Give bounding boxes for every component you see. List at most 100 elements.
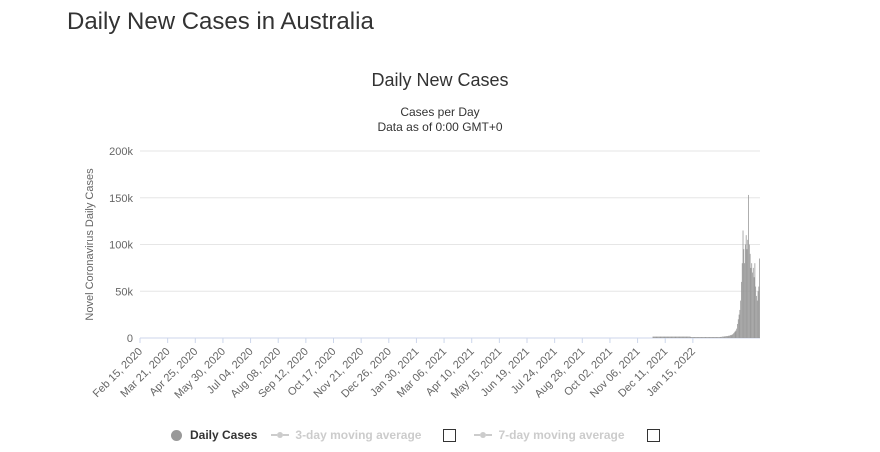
chart-title: Daily New Cases <box>371 70 509 90</box>
bar <box>681 336 682 338</box>
bar <box>706 337 708 338</box>
bar <box>665 336 667 338</box>
bar <box>700 337 702 338</box>
bar <box>662 336 664 338</box>
bar <box>666 336 667 338</box>
bar <box>696 337 698 338</box>
bar <box>722 336 723 338</box>
bar <box>683 336 685 338</box>
bar <box>672 336 674 338</box>
bar <box>726 336 727 338</box>
bar <box>716 337 718 338</box>
bar <box>696 337 697 338</box>
bar <box>707 337 709 338</box>
bar <box>735 330 737 338</box>
bar <box>726 336 728 338</box>
bar <box>756 300 758 338</box>
legend-label-3day-average: 3-day moving average <box>295 428 422 442</box>
bar <box>721 336 723 338</box>
bar <box>711 337 713 338</box>
bar <box>656 336 658 338</box>
legend-item-7day-average[interactable]: 7-day moving average <box>474 428 663 442</box>
bar <box>688 336 689 338</box>
bar <box>695 337 697 338</box>
bar <box>658 336 660 338</box>
bar <box>652 336 654 338</box>
bar <box>676 336 678 338</box>
bar <box>733 332 735 338</box>
bar <box>663 336 665 338</box>
bar <box>743 249 745 338</box>
bar <box>729 335 731 338</box>
bar <box>736 328 738 338</box>
bar <box>753 277 755 338</box>
checkbox-7day-average[interactable] <box>646 428 660 442</box>
bar <box>686 336 688 338</box>
bar <box>673 336 675 338</box>
bar <box>719 337 721 338</box>
bar <box>725 336 727 338</box>
y-tick-label: 0 <box>127 333 133 345</box>
page-title: Daily New Cases in Australia <box>67 8 374 35</box>
bar <box>752 272 753 338</box>
bar <box>723 336 725 338</box>
bar <box>697 337 699 338</box>
checkbox-3day-average[interactable] <box>443 428 457 442</box>
bar <box>684 336 686 338</box>
chart-subtitle: Cases per Day <box>400 105 480 119</box>
chart-subtitle-date: Data as of 0:00 GMT+0 <box>377 120 503 134</box>
bar <box>662 336 663 338</box>
bar <box>733 333 734 338</box>
bar <box>738 314 740 338</box>
bar <box>707 337 708 338</box>
legend-item-3day-average[interactable]: 3-day moving average <box>271 428 460 442</box>
y-tick-label: 100k <box>109 240 133 252</box>
bar <box>754 263 756 338</box>
bar <box>718 337 720 338</box>
bar <box>737 323 738 338</box>
bar <box>668 336 670 338</box>
bar <box>734 331 736 338</box>
bar <box>746 249 748 338</box>
bar <box>729 335 730 338</box>
bar <box>712 337 714 338</box>
bar <box>671 336 673 338</box>
bar <box>660 336 662 338</box>
legend-item-daily-cases[interactable]: Daily Cases <box>171 428 257 442</box>
legend-label-daily-cases: Daily Cases <box>190 428 258 442</box>
bar <box>741 281 742 338</box>
bar <box>687 336 689 338</box>
bar <box>747 239 749 338</box>
bar <box>692 337 694 338</box>
bar <box>677 336 679 338</box>
bar <box>708 337 710 338</box>
bar <box>684 336 685 338</box>
bar <box>692 337 693 338</box>
bar <box>674 336 676 338</box>
y-tick-label: 150k <box>109 193 133 205</box>
bar <box>722 336 724 338</box>
bar <box>751 263 753 338</box>
bar <box>689 336 691 338</box>
bar <box>715 337 717 338</box>
bar <box>691 337 693 338</box>
bar <box>677 336 678 338</box>
bar <box>737 319 739 338</box>
bar <box>714 337 716 338</box>
bar <box>727 336 729 338</box>
bar <box>690 337 692 338</box>
bar <box>655 336 657 338</box>
bar <box>670 336 672 338</box>
bar <box>757 291 759 338</box>
bar <box>744 244 746 338</box>
chart-legend: Daily Cases 3-day moving average 7-day m… <box>171 426 678 444</box>
bar <box>658 336 659 338</box>
bar <box>711 337 712 338</box>
bar <box>673 336 674 338</box>
bar <box>669 336 670 338</box>
bar <box>742 230 744 338</box>
bar <box>709 337 711 338</box>
bar <box>705 337 707 338</box>
bar <box>694 337 696 338</box>
legend-line-marker-icon <box>474 432 493 438</box>
